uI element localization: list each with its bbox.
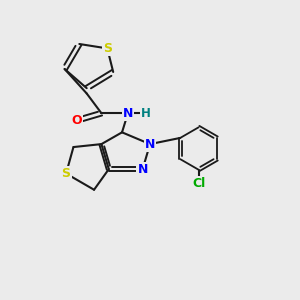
Text: N: N bbox=[123, 107, 133, 120]
Text: N: N bbox=[145, 138, 155, 151]
Text: H: H bbox=[141, 107, 151, 120]
Text: S: S bbox=[103, 42, 112, 55]
Text: O: O bbox=[71, 114, 82, 127]
Text: S: S bbox=[61, 167, 70, 180]
Text: N: N bbox=[137, 163, 148, 176]
Text: Cl: Cl bbox=[192, 177, 205, 190]
